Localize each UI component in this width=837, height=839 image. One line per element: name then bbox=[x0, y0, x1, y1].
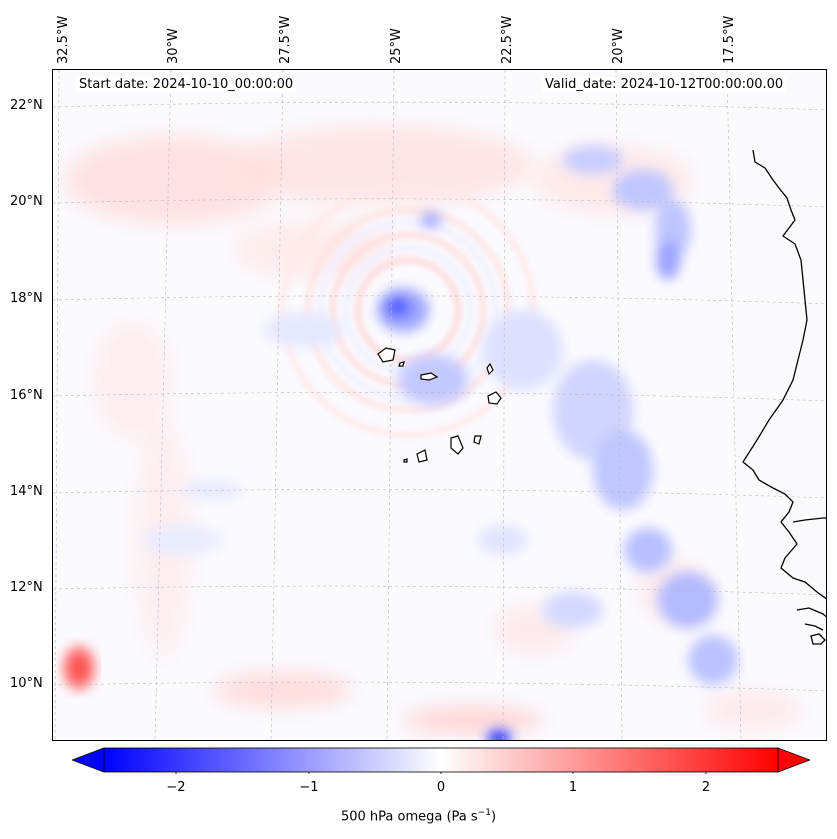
negative-omega-regions bbox=[143, 146, 738, 740]
lon-label-17-5w: 17.5°W bbox=[722, 15, 737, 64]
colorbar-gradient bbox=[103, 747, 779, 773]
colorbar-label-main: 500 hPa omega (Pa s bbox=[340, 809, 478, 825]
colorbar-label-sup: −1 bbox=[477, 808, 491, 818]
lat-label-10n: 10°N bbox=[10, 676, 43, 691]
valid-date-label: Valid_date: 2024-10-12T00:00:00.00 bbox=[542, 77, 787, 92]
cape-verde-islands bbox=[377, 347, 502, 463]
colorbar-tick-neg1: −1 bbox=[299, 780, 319, 795]
lon-label-22-5w: 22.5°W bbox=[500, 15, 515, 64]
map-panel bbox=[52, 69, 827, 741]
positive-omega-strong bbox=[63, 646, 95, 690]
colorbar-tick-0: 0 bbox=[436, 780, 446, 795]
lat-label-18n: 18°N bbox=[10, 291, 43, 306]
start-date-label: Start date: 2024-10-10_00:00:00 bbox=[76, 77, 297, 92]
wave-rings bbox=[279, 181, 537, 439]
lon-label-27-5w: 27.5°W bbox=[278, 15, 293, 64]
colorbar-tick-marks bbox=[175, 772, 707, 774]
lat-label-22n: 22°N bbox=[10, 98, 43, 113]
lon-label-25w: 25°W bbox=[389, 28, 404, 64]
colorbar-label: 500 hPa omega (Pa s−1) bbox=[0, 808, 837, 824]
lon-label-20w: 20°W bbox=[611, 28, 626, 64]
colorbar-label-close: ) bbox=[490, 809, 497, 825]
african-coastline bbox=[742, 149, 826, 645]
lon-label-30w: 30°W bbox=[166, 28, 181, 64]
colorbar-extend-min bbox=[72, 747, 105, 773]
colorbar-extend-max bbox=[777, 747, 810, 773]
colorbar-tick-neg2: −2 bbox=[166, 780, 186, 795]
lon-label-32-5w: 32.5°W bbox=[56, 15, 71, 64]
colorbar-tick-1: 1 bbox=[568, 780, 578, 795]
lat-label-16n: 16°N bbox=[10, 388, 43, 403]
omega-field-map bbox=[53, 70, 826, 740]
lat-label-12n: 12°N bbox=[10, 580, 43, 595]
gridlines bbox=[53, 70, 826, 740]
colorbar bbox=[72, 747, 810, 774]
lat-label-14n: 14°N bbox=[10, 484, 43, 499]
positive-omega-broad bbox=[63, 125, 803, 732]
lat-label-20n: 20°N bbox=[10, 194, 43, 209]
colorbar-tick-2: 2 bbox=[701, 780, 711, 795]
